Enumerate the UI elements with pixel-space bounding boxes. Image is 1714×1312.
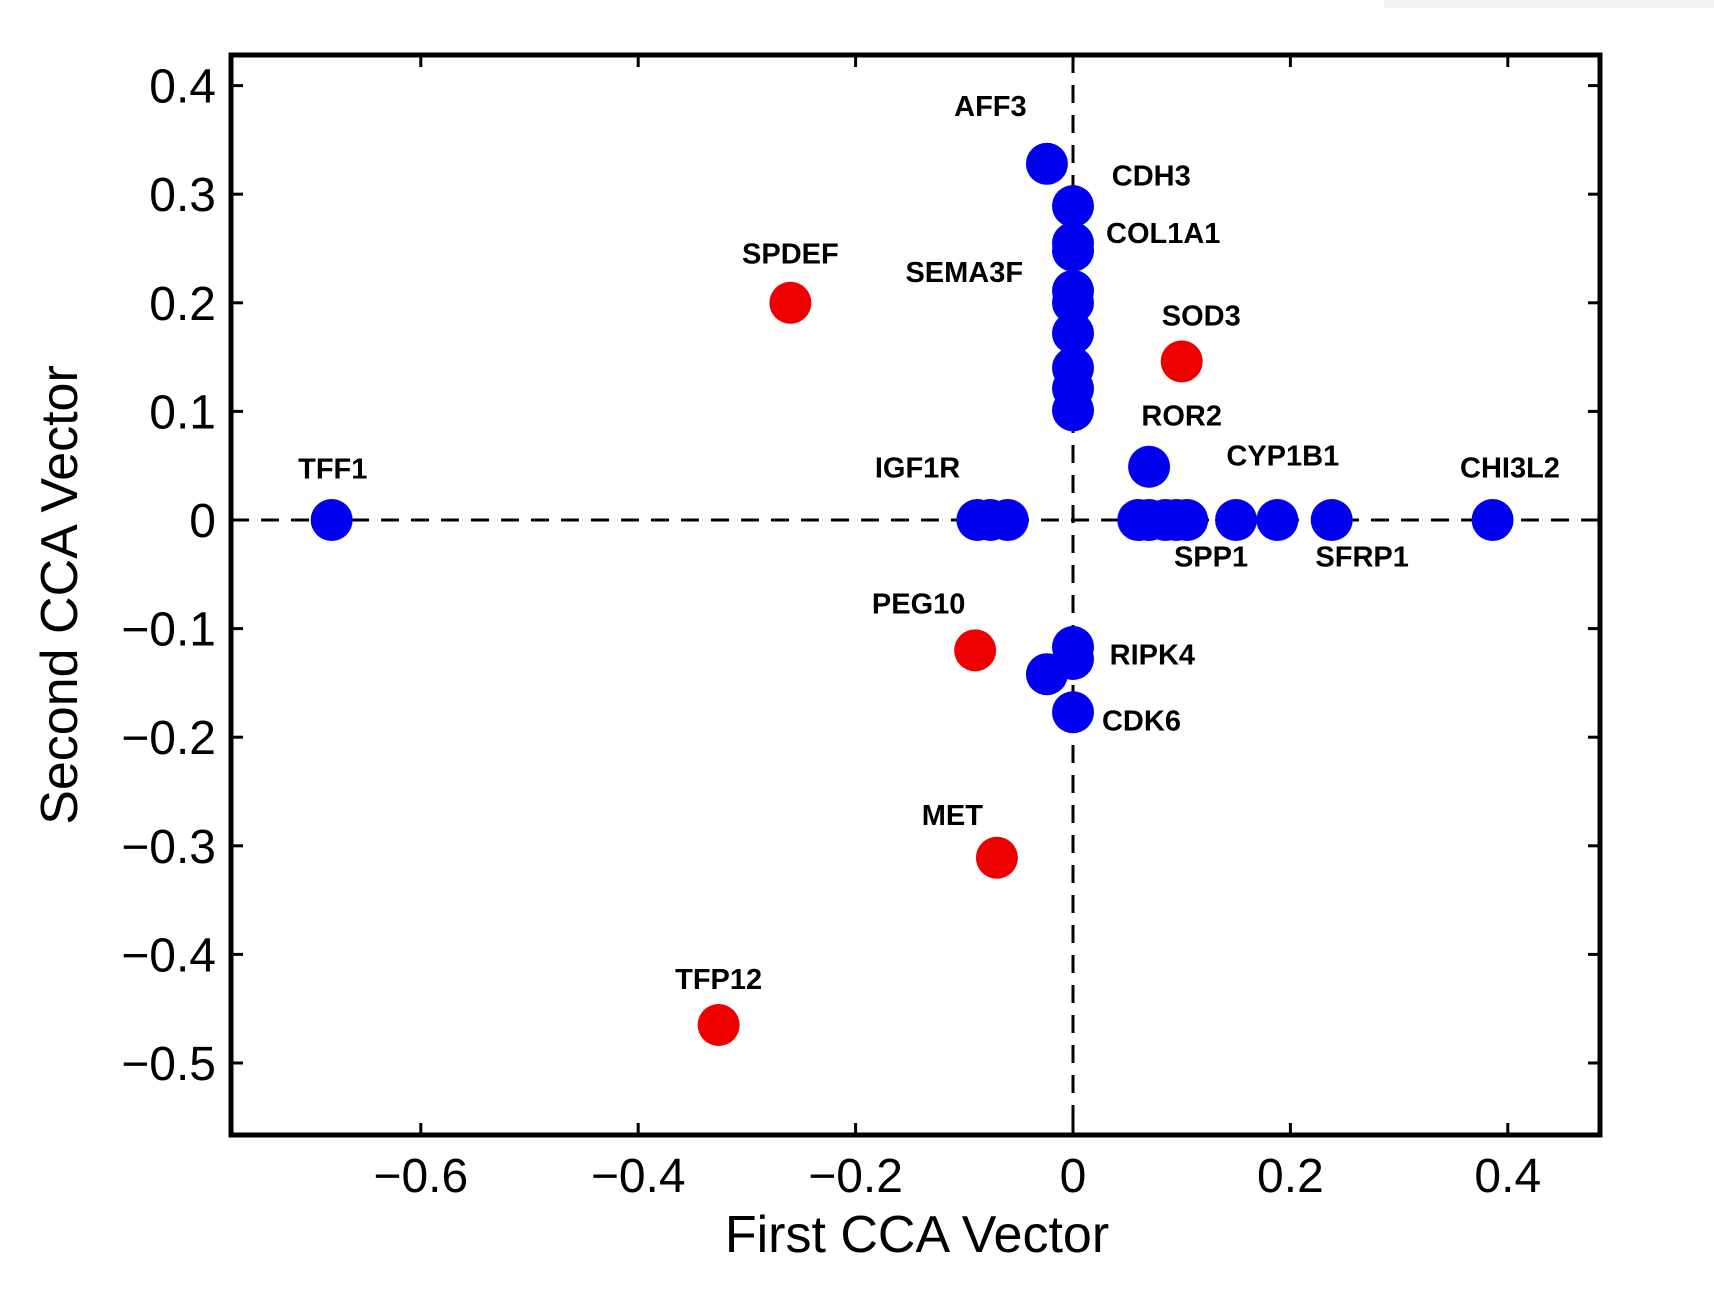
y-tick-label: 0.1 bbox=[149, 386, 216, 439]
x-tick-label: −0.6 bbox=[373, 1150, 468, 1203]
blue-data-point bbox=[1025, 653, 1068, 696]
x-tick-label: 0 bbox=[1060, 1150, 1087, 1203]
blue-data-point bbox=[1025, 142, 1068, 185]
point-label: AFF3 bbox=[954, 91, 1027, 123]
point-label: PEG10 bbox=[872, 588, 966, 620]
y-tick-label: −0.4 bbox=[121, 929, 216, 982]
point-label: CHI3L2 bbox=[1460, 453, 1560, 485]
point-label: SFRP1 bbox=[1315, 542, 1408, 574]
point-label: CDK6 bbox=[1102, 706, 1181, 738]
blue-data-point bbox=[310, 499, 353, 541]
red-data-point bbox=[954, 629, 997, 672]
x-axis-title: First CCA Vector bbox=[725, 1206, 1109, 1264]
y-tick-label: 0.3 bbox=[149, 169, 216, 222]
y-axis-title: Second CCA Vector bbox=[31, 365, 89, 825]
point-label: MET bbox=[922, 800, 984, 832]
y-tick-label: 0 bbox=[189, 495, 216, 548]
blue-data-point bbox=[986, 499, 1029, 541]
point-label: SOD3 bbox=[1162, 301, 1241, 333]
red-data-point bbox=[769, 281, 812, 324]
point-label: IGF1R bbox=[875, 453, 960, 485]
axis-ticks: −0.6 −0.4 −0.2 0 0.2 0.4 0.4 0.3 0.2 0.1 0 −0.1 −0.2… bbox=[121, 55, 1600, 1203]
blue-data-point bbox=[1128, 445, 1171, 488]
top-edge-bar bbox=[1384, 0, 1714, 8]
y-tick-label: −0.1 bbox=[121, 604, 216, 657]
y-tick-label: −0.5 bbox=[121, 1038, 216, 1091]
point-label: COL1A1 bbox=[1106, 218, 1220, 250]
y-tick-label: −0.3 bbox=[121, 821, 216, 874]
plot-frame bbox=[228, 52, 1603, 1138]
blue-data-point bbox=[1052, 185, 1094, 228]
x-tick-label: 0.4 bbox=[1474, 1150, 1541, 1203]
plot-frame-group bbox=[228, 52, 1603, 1138]
point-label: CYP1B1 bbox=[1226, 441, 1339, 473]
point-label: SPP1 bbox=[1174, 542, 1248, 574]
point-label: RIPK4 bbox=[1110, 639, 1195, 671]
blue-data-point bbox=[1256, 499, 1299, 541]
point-label: SEMA3F bbox=[905, 257, 1023, 289]
blue-data-point bbox=[1052, 281, 1094, 324]
x-tick-label: −0.2 bbox=[808, 1150, 903, 1203]
blue-data-point bbox=[1471, 499, 1514, 541]
point-label: TFF1 bbox=[298, 454, 367, 486]
point-label: CDH3 bbox=[1112, 161, 1191, 193]
blue-data-point bbox=[1166, 499, 1209, 541]
y-tick-label: 0.2 bbox=[149, 278, 216, 331]
y-tick-label: −0.2 bbox=[121, 712, 216, 765]
blue-data-point bbox=[1052, 229, 1094, 272]
blue-data-point bbox=[1310, 499, 1353, 541]
x-tick-label: 0.2 bbox=[1257, 1150, 1324, 1203]
red-data-point bbox=[697, 1003, 740, 1046]
point-label: ROR2 bbox=[1141, 401, 1222, 433]
blue-data-point bbox=[1052, 691, 1094, 734]
red-data-point bbox=[975, 836, 1018, 879]
x-tick-label: −0.4 bbox=[591, 1150, 686, 1203]
point-label: SPDEF bbox=[742, 239, 839, 271]
point-label: TFP12 bbox=[675, 964, 762, 996]
blue-data-point bbox=[1052, 312, 1094, 355]
y-tick-label: 0.4 bbox=[149, 61, 216, 114]
red-data-point bbox=[1160, 340, 1203, 383]
data-points bbox=[310, 142, 1514, 1046]
blue-data-point bbox=[1052, 389, 1094, 432]
blue-data-point bbox=[1215, 499, 1258, 541]
